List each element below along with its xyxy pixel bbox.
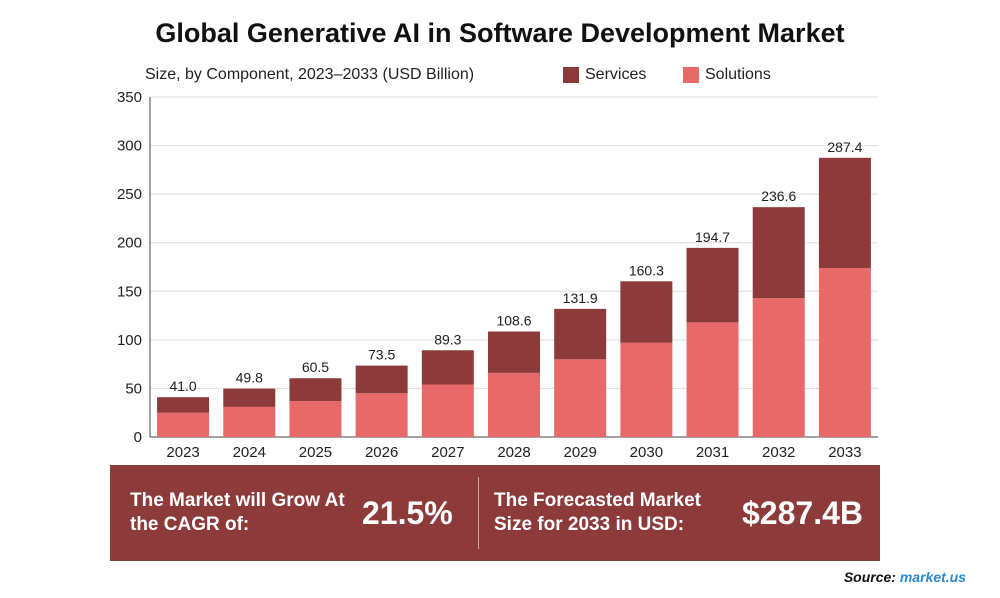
source-link[interactable]: market.us — [899, 569, 966, 585]
bar-total-label: 287.4 — [827, 139, 862, 155]
forecast-value: $287.4B — [742, 495, 863, 531]
bar-services — [554, 308, 607, 360]
bar-services — [818, 157, 871, 268]
banner-divider — [478, 477, 479, 549]
bar-services — [421, 350, 474, 385]
bar-services — [620, 281, 673, 343]
legend-services-swatch — [563, 67, 579, 83]
bar-solutions — [421, 384, 474, 437]
x-tick-label: 2024 — [233, 444, 266, 461]
bar-total-label: 73.5 — [368, 347, 395, 363]
chart-subtitle: Size, by Component, 2023–2033 (USD Billi… — [145, 66, 475, 83]
x-tick-label: 2033 — [828, 444, 861, 461]
bar-solutions — [157, 412, 210, 437]
y-tick-label: 300 — [117, 138, 142, 155]
legend-services-label: Services — [585, 66, 647, 83]
bar-services — [157, 397, 210, 413]
bar-services — [488, 331, 540, 373]
chart-title: Global Generative AI in Software Develop… — [155, 18, 845, 48]
bar-solutions — [818, 267, 871, 437]
bar-solutions — [223, 406, 276, 437]
bar-services — [289, 378, 342, 402]
y-tick-label: 200 — [117, 235, 142, 252]
bar-solutions — [554, 359, 607, 437]
source-line: Source: market.us — [844, 569, 966, 585]
x-tick-label: 2028 — [497, 444, 530, 461]
x-tick-label: 2032 — [762, 444, 795, 461]
legend-solutions-label: Solutions — [705, 66, 771, 83]
y-tick-label: 0 — [134, 429, 142, 446]
summary-banner: The Market will Grow At the CAGR of: 21.… — [110, 465, 880, 561]
bar-total-label: 49.8 — [236, 370, 263, 386]
bar-total-label: 89.3 — [434, 331, 461, 347]
legend-solutions-swatch — [683, 67, 699, 83]
stacked-bar-chart: 0 50 100 150 200 250 300 350 41.0 2023 49.8 2024 60.… — [117, 89, 878, 461]
bar-total-label: 131.9 — [563, 290, 598, 306]
x-tick-label: 2023 — [166, 444, 199, 461]
bar-solutions — [355, 393, 408, 437]
x-tick-label: 2031 — [696, 444, 729, 461]
bar-solutions — [488, 372, 540, 437]
cagr-label: The Market will Grow At the CAGR of: — [130, 490, 345, 535]
legend-solutions: Solutions — [683, 66, 771, 84]
bar-services — [686, 247, 739, 323]
bar-solutions — [620, 342, 673, 437]
bar-solutions — [752, 298, 805, 437]
x-tick-label: 2025 — [299, 444, 332, 461]
bar-solutions — [686, 322, 739, 437]
bar-solutions — [289, 401, 342, 437]
x-tick-label: 2029 — [563, 444, 596, 461]
y-tick-label: 100 — [117, 332, 142, 349]
bar-services — [223, 388, 276, 407]
bar-services — [355, 365, 408, 394]
x-tick-label: 2027 — [431, 444, 464, 461]
bar-services — [752, 207, 805, 299]
y-tick-label: 150 — [117, 283, 142, 300]
source-prefix: Source: — [843, 569, 896, 585]
bar-total-label: 60.5 — [302, 359, 329, 375]
bar-total-label: 108.6 — [496, 313, 531, 329]
y-tick-label: 350 — [117, 89, 142, 106]
bar-total-label: 194.7 — [695, 229, 730, 245]
y-tick-label: 250 — [117, 186, 142, 203]
cagr-value: 21.5% — [362, 495, 453, 531]
bar-total-label: 160.3 — [629, 262, 664, 278]
forecast-label: The Forecasted Market Size for 2033 in U… — [494, 490, 701, 535]
y-tick-label: 50 — [125, 380, 142, 397]
x-tick-label: 2030 — [630, 444, 663, 461]
x-tick-label: 2026 — [365, 444, 398, 461]
bar-total-label: 41.0 — [169, 378, 196, 394]
bar-total-label: 236.6 — [761, 188, 796, 204]
legend-services: Services — [563, 66, 646, 84]
